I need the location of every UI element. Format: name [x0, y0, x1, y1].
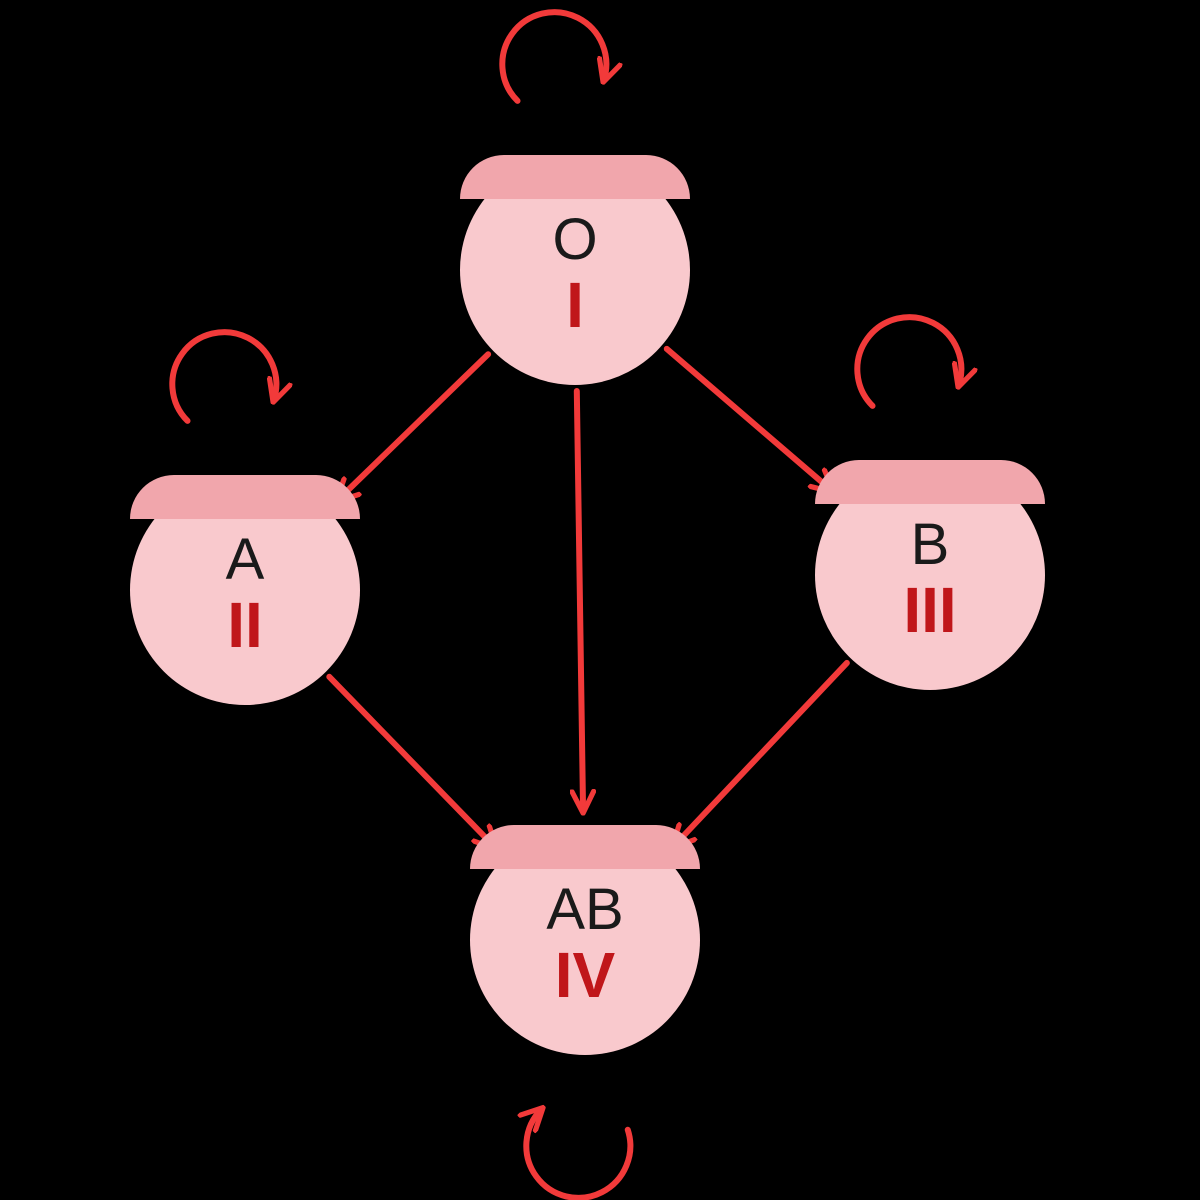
node-AB: AB IV: [470, 825, 700, 1055]
edge-A-to-AB: [329, 677, 495, 848]
node-A-shade: [130, 475, 360, 519]
self-loop-AB: [526, 1109, 630, 1198]
node-O-shade: [460, 155, 690, 199]
self-loop-O: [502, 12, 606, 101]
node-O: O I: [460, 155, 690, 385]
node-B: B III: [815, 460, 1045, 690]
diagram-stage: { "diagram": { "type": "network", "backg…: [0, 0, 1200, 1200]
node-B-roman: III: [903, 578, 956, 642]
node-AB-letter: AB: [546, 881, 623, 939]
node-O-letter: O: [552, 211, 597, 269]
self-loop-A: [172, 332, 276, 421]
node-A-letter: A: [226, 531, 265, 589]
node-AB-shade: [470, 825, 700, 869]
node-B-shade: [815, 460, 1045, 504]
node-B-letter: B: [911, 516, 950, 574]
self-loop-B: [857, 317, 961, 406]
node-A: A II: [130, 475, 360, 705]
node-AB-roman: IV: [555, 943, 615, 1007]
node-A-roman: II: [227, 593, 263, 657]
node-O-roman: I: [566, 273, 584, 337]
edge-O-to-B: [667, 349, 832, 491]
edge-O-to-AB: [577, 391, 583, 811]
edge-B-to-AB: [674, 663, 847, 846]
edge-O-to-A: [338, 354, 489, 500]
